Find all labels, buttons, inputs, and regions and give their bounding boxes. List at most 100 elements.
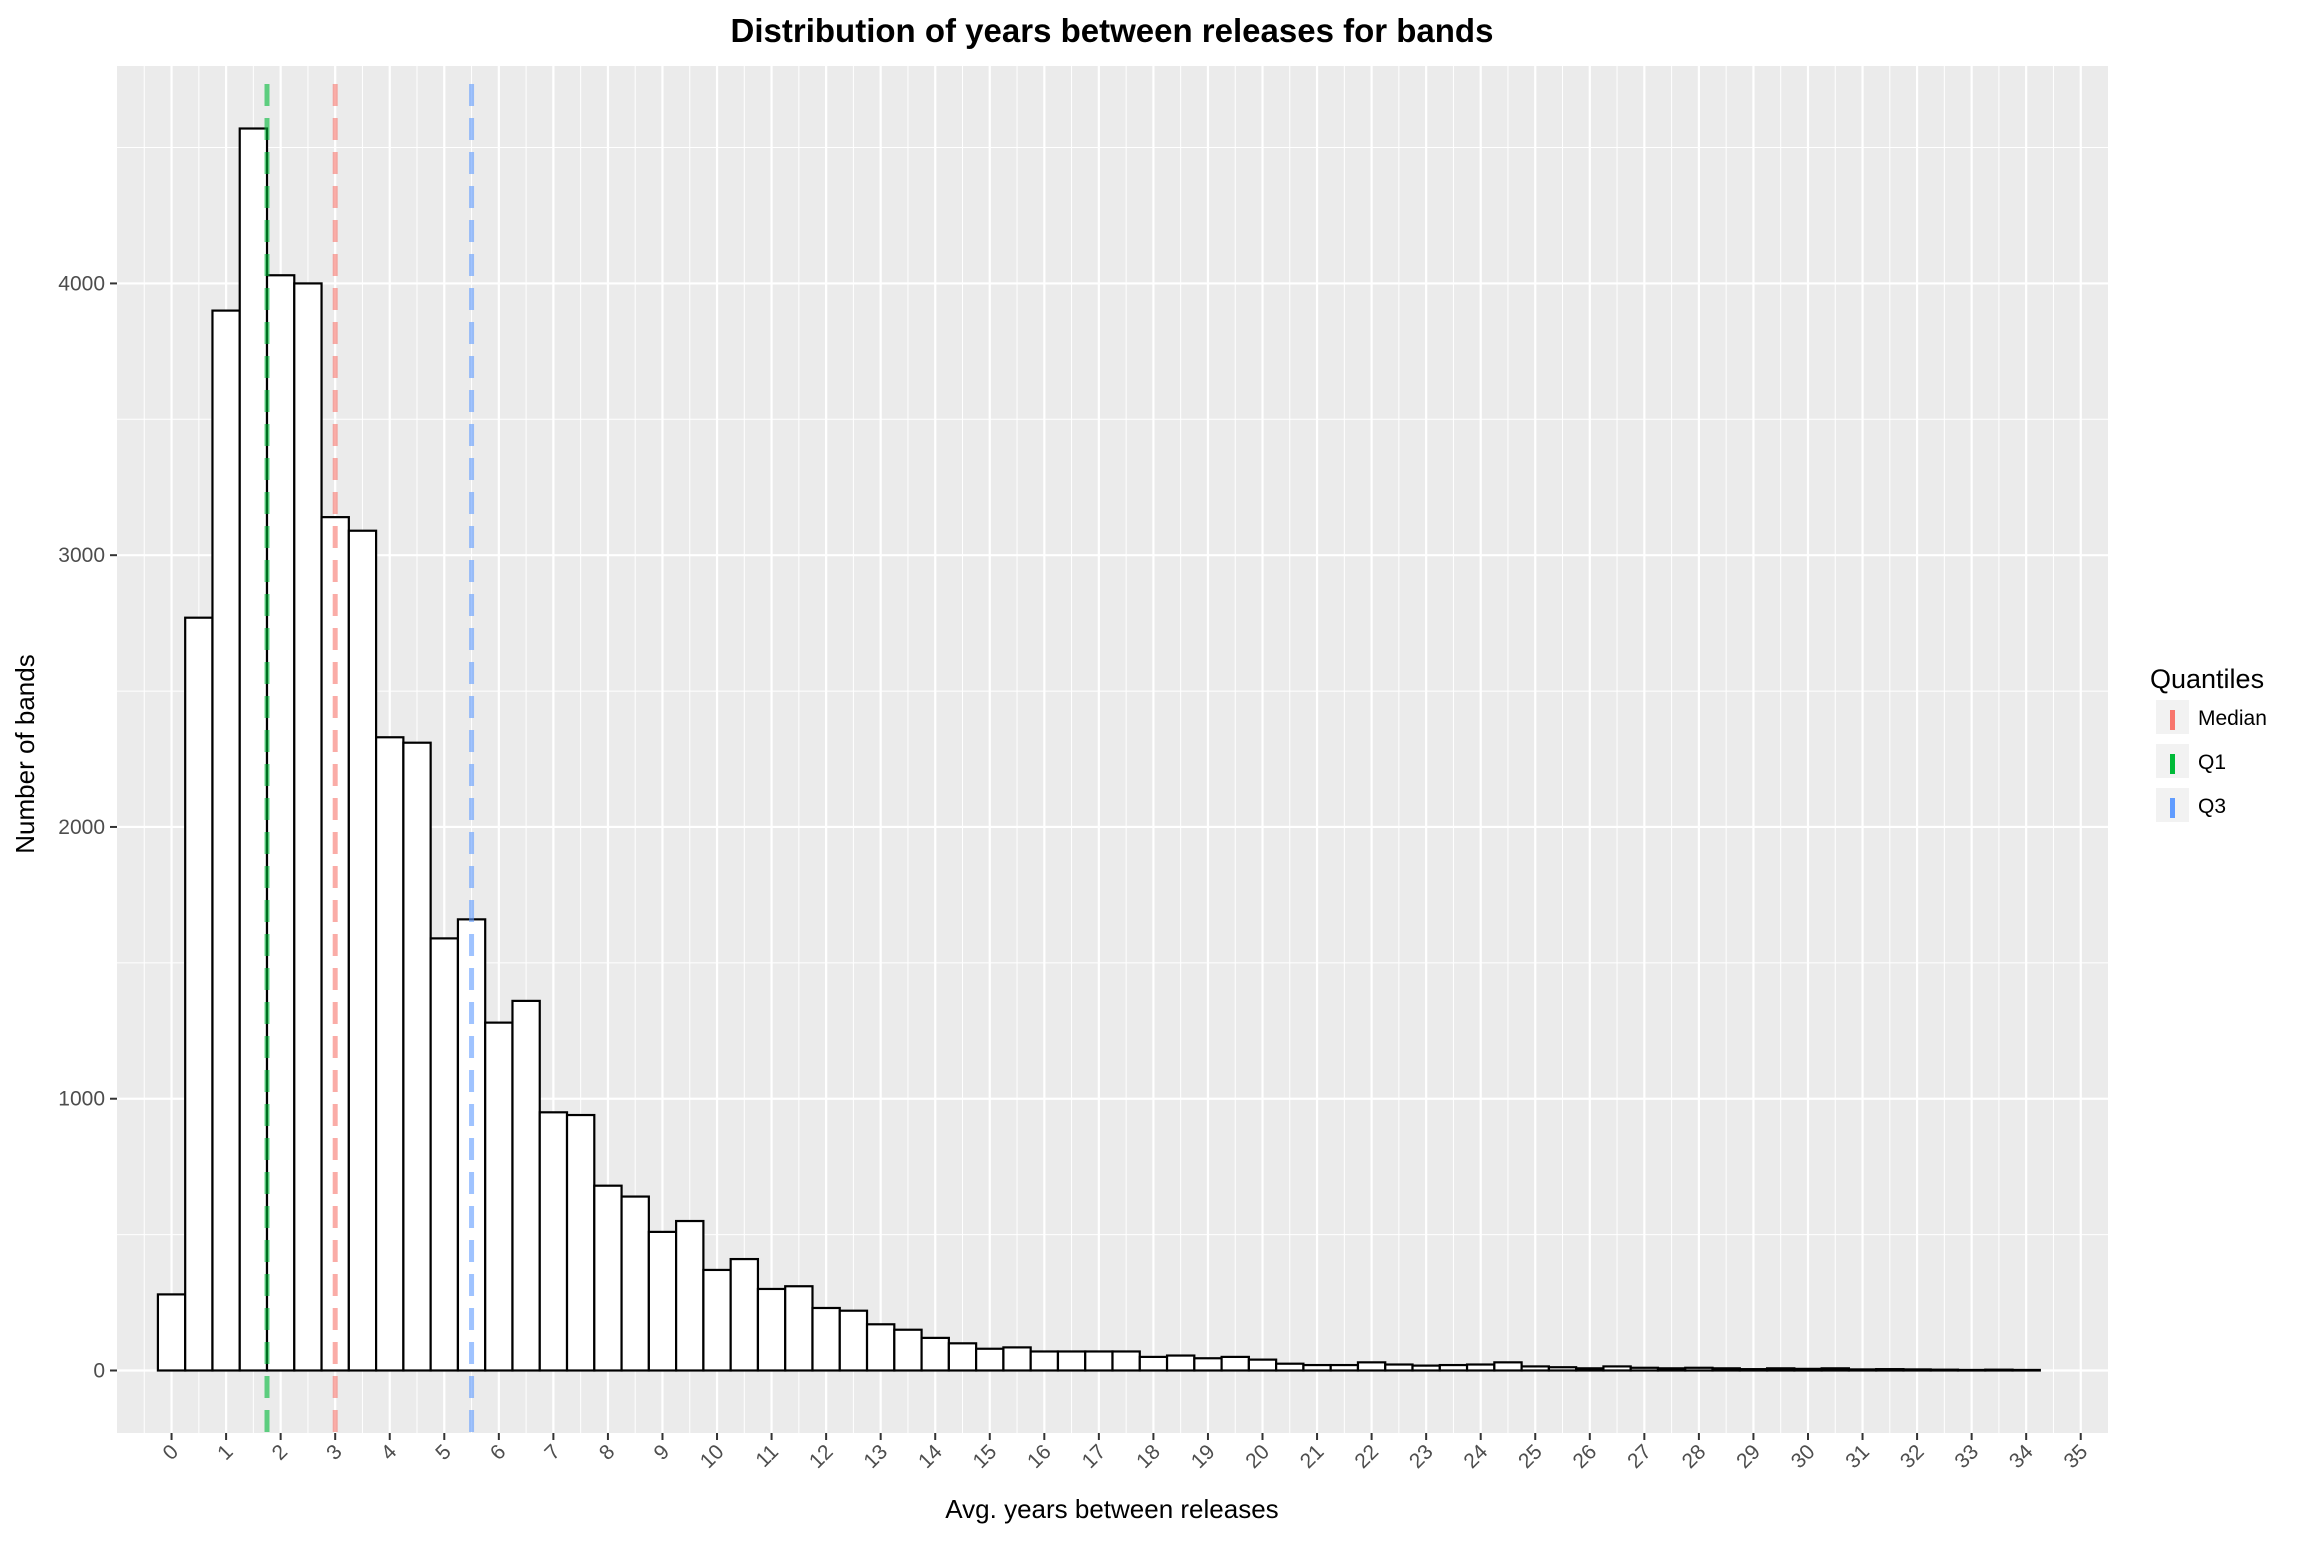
x-tick-label: 0 xyxy=(159,1440,184,1465)
x-tick-label: 19 xyxy=(1187,1440,1220,1473)
x-tick-label: 13 xyxy=(859,1440,892,1473)
histogram-bar xyxy=(184,616,214,1372)
y-tick-label: 2000 xyxy=(58,816,105,839)
histogram-bar xyxy=(1956,1368,1987,1372)
legend-item-label: Q1 xyxy=(2198,751,2226,774)
x-tick-label: 21 xyxy=(1296,1440,1329,1473)
histogram-bar xyxy=(702,1268,732,1372)
histogram-bar xyxy=(211,309,241,1372)
x-tick-label: 30 xyxy=(1787,1440,1820,1473)
histogram-bar xyxy=(1056,1350,1087,1372)
x-tick-label: 20 xyxy=(1241,1440,1274,1473)
histogram-bar xyxy=(1302,1363,1332,1372)
histogram-bar xyxy=(1738,1368,1769,1372)
x-tick-label: 16 xyxy=(1023,1440,1056,1473)
y-tick-label: 0 xyxy=(93,1359,105,1382)
histogram-bar xyxy=(675,1219,705,1372)
x-tick-label: 24 xyxy=(1459,1440,1492,1473)
histogram-bar xyxy=(1575,1367,1605,1372)
histogram-bar xyxy=(1029,1350,1060,1372)
histogram-bar xyxy=(1329,1363,1360,1372)
histogram-bar xyxy=(156,1293,187,1372)
histogram-bar xyxy=(1629,1366,1660,1372)
histogram-bar xyxy=(565,1113,596,1372)
x-tick-label: 32 xyxy=(1896,1440,1929,1473)
histogram-bar xyxy=(1411,1364,1441,1372)
x-tick-label: 2 xyxy=(268,1440,293,1465)
x-axis-ticks: 0 1 2 3 4 5 6 7 8 9 10 11 12 13 14 15 16 17 18 19 20 21 22 23 24… xyxy=(159,1433,2092,1473)
histogram-bar xyxy=(1438,1363,1469,1372)
legend: Quantiles Median Q1 Q3 xyxy=(2150,664,2267,822)
histogram-bar xyxy=(1711,1367,1741,1372)
histogram-bar xyxy=(620,1195,650,1372)
histogram-bar xyxy=(593,1184,623,1372)
histogram-bar xyxy=(1984,1368,2014,1372)
x-tick-label: 15 xyxy=(969,1440,1002,1473)
histogram-bar xyxy=(2011,1368,2041,1372)
histogram-bar xyxy=(1602,1365,1632,1372)
histogram-bar xyxy=(1493,1361,1523,1372)
histogram-bar xyxy=(1547,1366,1578,1372)
histogram-bar xyxy=(1875,1368,1905,1372)
histogram-bar xyxy=(484,1021,514,1372)
histogram-bar xyxy=(1084,1350,1114,1372)
y-axis-label: Number of bands xyxy=(10,654,40,853)
histogram-bar xyxy=(1384,1363,1414,1372)
histogram-bar xyxy=(1275,1362,1305,1372)
x-tick-label: 12 xyxy=(805,1440,838,1473)
histogram-bar xyxy=(511,999,541,1372)
histogram-bar xyxy=(1902,1368,1932,1372)
y-axis-ticks: 0 1000 2000 3000 4000 xyxy=(58,272,117,1382)
histogram-bar xyxy=(1520,1365,1550,1372)
chart-title: Distribution of years between releases f… xyxy=(731,12,1494,49)
histogram-bar xyxy=(238,127,269,1372)
x-tick-label: 3 xyxy=(322,1440,347,1465)
histogram-bar xyxy=(402,741,432,1372)
x-tick-label: 29 xyxy=(1732,1440,1765,1473)
histogram-bar xyxy=(429,937,460,1372)
histogram-bar xyxy=(729,1257,760,1372)
x-tick-label: 5 xyxy=(431,1440,456,1465)
bars xyxy=(156,127,2041,1372)
histogram-bar xyxy=(538,1111,569,1372)
histogram-bar xyxy=(1465,1363,1496,1372)
histogram-bar xyxy=(347,529,378,1372)
histogram-bar xyxy=(811,1306,841,1372)
histogram-bar xyxy=(920,1336,950,1372)
x-tick-label: 28 xyxy=(1678,1440,1711,1473)
x-tick-label: 8 xyxy=(595,1440,620,1465)
y-tick-label: 1000 xyxy=(58,1088,105,1111)
x-tick-label: 14 xyxy=(914,1440,947,1473)
histogram-bar xyxy=(1220,1355,1250,1372)
histogram-bar xyxy=(1193,1357,1223,1372)
quantile-lines xyxy=(264,84,475,1433)
histogram-bar xyxy=(375,736,405,1372)
histogram-bar xyxy=(1138,1355,1169,1372)
histogram-bar xyxy=(1684,1366,1714,1372)
histogram-bar xyxy=(1247,1358,1278,1372)
x-tick-label: 23 xyxy=(1405,1440,1438,1473)
histogram-bar xyxy=(647,1230,678,1372)
histogram-bar xyxy=(1656,1367,1687,1372)
histogram-bar xyxy=(1356,1361,1387,1372)
histogram-bar xyxy=(1165,1354,1196,1372)
histogram-bar xyxy=(1111,1350,1141,1372)
x-tick-label: 26 xyxy=(1569,1440,1602,1473)
y-tick-label: 3000 xyxy=(58,544,105,567)
x-tick-label: 9 xyxy=(649,1440,674,1465)
histogram-bar xyxy=(1929,1368,1960,1372)
x-tick-label: 27 xyxy=(1623,1440,1656,1473)
x-tick-label: 33 xyxy=(1950,1440,1983,1473)
histogram-bar xyxy=(265,274,296,1372)
x-tick-label: 22 xyxy=(1350,1440,1383,1473)
x-tick-label: 17 xyxy=(1078,1440,1111,1473)
histogram-bar xyxy=(756,1287,787,1372)
histogram-bar xyxy=(784,1285,814,1372)
x-tick-label: 6 xyxy=(486,1440,511,1465)
histogram-bar xyxy=(1002,1346,1032,1372)
histogram-bar xyxy=(293,282,323,1372)
x-tick-label: 7 xyxy=(540,1440,565,1465)
x-tick-label: 18 xyxy=(1132,1440,1165,1473)
x-tick-label: 34 xyxy=(2005,1440,2038,1473)
